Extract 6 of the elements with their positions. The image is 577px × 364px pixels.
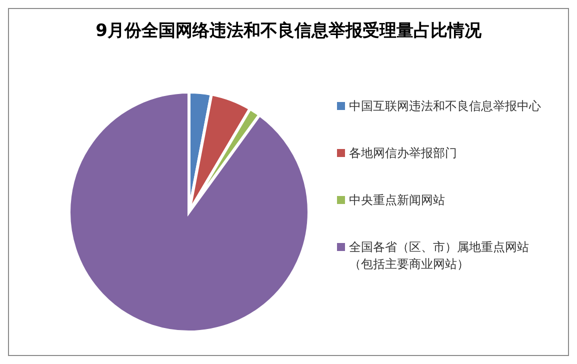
pie-slice [68, 90, 310, 334]
legend-label: 各地网信办举报部门 [349, 144, 458, 162]
chart-title: 9月份全国网络违法和不良信息举报受理量占比情况 [94, 20, 482, 43]
legend-label: 中国互联网违法和不良信息举报中心 [349, 98, 542, 114]
legend-label: 中央重点新闻网站 [349, 192, 446, 208]
legend-label: 全国各省（区、市）属地重点网站（包括主要商业网站） [349, 238, 530, 272]
